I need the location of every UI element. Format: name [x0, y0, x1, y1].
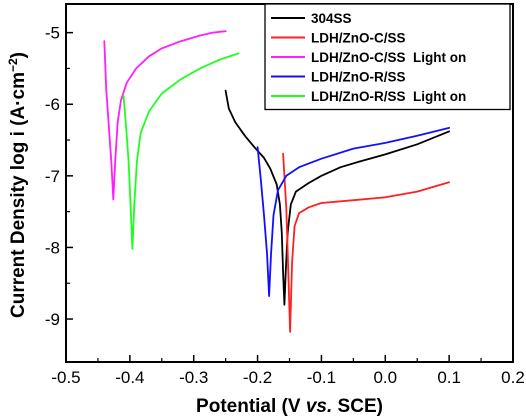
- legend-label-4: LDH/ZnO-R/SS: [311, 70, 406, 85]
- ticks-layer: -0.5 -0.4 -0.3 -0.2 -0.1 0.0 0.1 0.2 -9 -8 -7 -6 -5: [45, 24, 525, 387]
- legend-label-5: LDH/ZnO-R/SS Light on: [311, 89, 466, 104]
- x-tick-label: 0.0: [373, 368, 397, 387]
- x-tick-label: -0.5: [51, 368, 80, 387]
- series-line-1: [224, 89, 450, 306]
- y-axis-title: Current Density log i (A·cm−2): [6, 52, 29, 318]
- y-tick-label: -5: [45, 24, 60, 43]
- x-tick-label: -0.1: [307, 368, 336, 387]
- x-tick-label: 0.1: [437, 368, 461, 387]
- y-tick-label: -9: [45, 310, 60, 329]
- y-tick-label: -7: [45, 167, 60, 186]
- x-tick-label: -0.2: [243, 368, 272, 387]
- legend-box: [264, 3, 511, 111]
- x-axis-title-part-1: Potential (V: [196, 396, 306, 417]
- legend-label-2: LDH/ZnO-C/SS: [311, 31, 406, 46]
- series-layer: [103, 30, 450, 333]
- y-axis-title-superscript: −2: [6, 58, 20, 72]
- x-tick-label: 0.2: [501, 368, 525, 387]
- y-axis-title-close: ): [8, 52, 29, 58]
- series-line-5: [122, 52, 240, 250]
- legend: 304SS LDH/ZnO-C/SS LDH/ZnO-C/SS Light on LD…: [264, 3, 511, 111]
- x-axis-title-part-2: vs.: [306, 396, 332, 417]
- legend-label-1: 304SS: [311, 11, 352, 26]
- x-axis-title: Potential (V vs. SCE): [196, 396, 383, 417]
- legend-label-3: LDH/ZnO-C/SS Light on: [311, 50, 466, 65]
- series-line-3: [103, 30, 227, 201]
- series-line-4: [256, 127, 450, 297]
- y-axis-title-main: Current Density log i (A·cm: [8, 72, 29, 318]
- x-tick-label: -0.3: [179, 368, 208, 387]
- x-axis-title-part-3: SCE): [332, 396, 383, 417]
- y-tick-label: -8: [45, 238, 60, 257]
- y-tick-label: -6: [45, 95, 60, 114]
- series-line-2: [282, 152, 450, 333]
- x-tick-label: -0.4: [115, 368, 144, 387]
